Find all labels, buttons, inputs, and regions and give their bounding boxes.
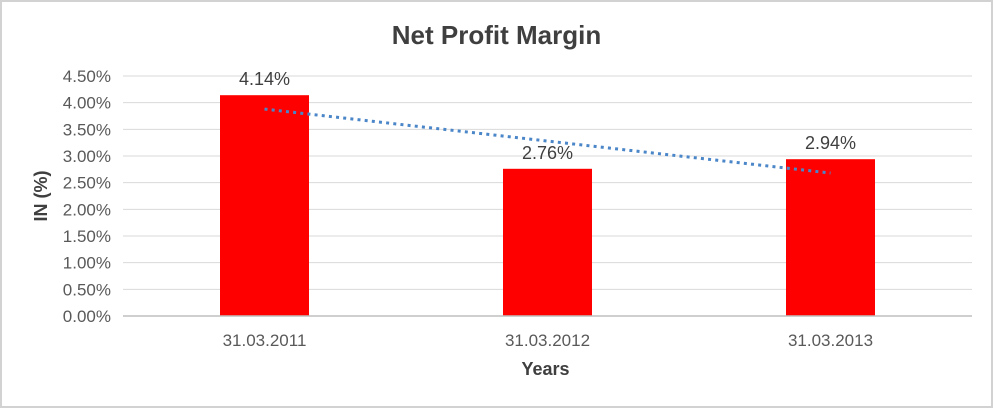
- y-tick-label: 1.50%: [63, 227, 111, 246]
- y-tick-label: 1.00%: [63, 254, 111, 273]
- data-label: 2.94%: [805, 133, 856, 153]
- x-tick-label: 31.03.2011: [223, 331, 307, 350]
- y-tick-label: 3.50%: [63, 120, 111, 139]
- y-tick-label: 4.00%: [63, 94, 111, 113]
- y-tick-label: 2.00%: [63, 200, 111, 219]
- data-label: 4.14%: [239, 69, 290, 89]
- y-tick-label: 4.50%: [63, 67, 111, 86]
- y-tick-label: 0.50%: [63, 280, 111, 299]
- trendline: [264, 107, 831, 175]
- y-tick-label: 2.50%: [63, 174, 111, 193]
- bar: [220, 95, 309, 316]
- x-axis-title: Years: [521, 359, 570, 379]
- x-tick-label: 31.03.2012: [505, 331, 590, 350]
- x-tick-label: 31.03.2013: [788, 331, 873, 350]
- y-tick-label: 0.00%: [63, 307, 111, 326]
- chart-title: Net Profit Margin: [391, 20, 602, 50]
- y-tick-label: 3.00%: [63, 147, 111, 166]
- data-label: 2.76%: [522, 143, 573, 163]
- bar: [503, 168, 592, 316]
- bar: [786, 159, 875, 316]
